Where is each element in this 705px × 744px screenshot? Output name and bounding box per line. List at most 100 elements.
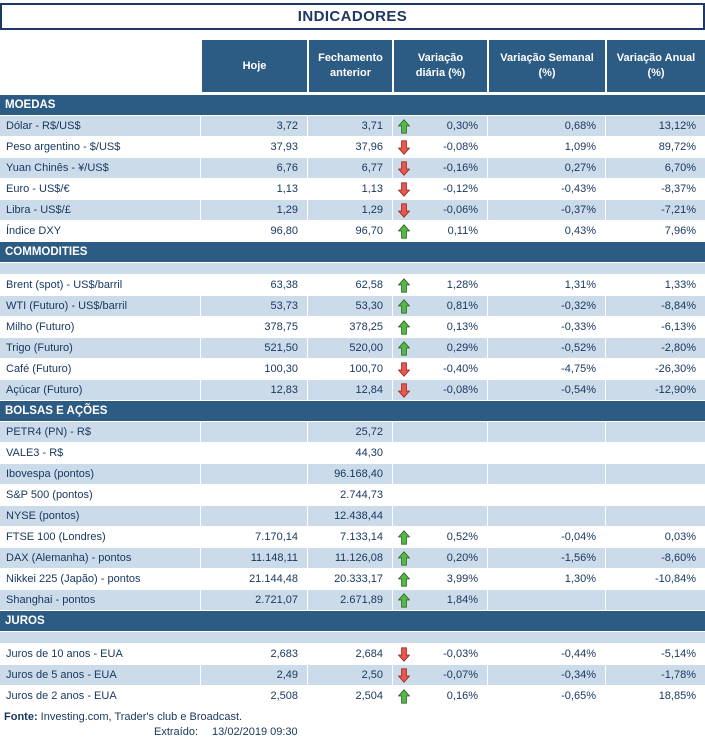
down-arrow-icon [398,646,410,662]
value-weekly-change: -0,34% [487,665,605,685]
indicator-label: FTSE 100 (Londres) [6,531,106,543]
trend-arrow [393,571,415,587]
value-previous-close: 20.333,17 [307,569,392,589]
indicator-label: VALE3 - R$ [6,447,64,459]
value-today: 37,93 [200,137,307,157]
value-today: 100,30 [200,359,307,379]
up-arrow-icon [398,688,410,704]
value-previous-close: 520,00 [307,338,392,358]
value-daily-change: 3,99% [446,573,478,585]
trend-arrow [393,277,415,293]
daily-change-cell: -0,08% [392,380,487,400]
value-daily-change: 0,13% [446,321,478,333]
down-arrow-icon [398,202,410,218]
table-row: S&P 500 (pontos) 2.744,73 [0,485,705,506]
value-daily-change: 0,30% [446,120,478,132]
report-footer: Fonte: Investing.com, Trader's club e Br… [0,707,705,744]
up-arrow-icon [398,319,410,335]
value-daily-change: -0,07% [443,669,478,681]
trend-arrow [393,688,415,704]
trend-arrow [393,550,415,566]
table-header-row: Hoje Fechamento anterior Variação diária… [0,40,705,92]
table-row: Juros de 5 anos - EUA 2,49 2,50 -0,07% -0,34… [0,665,705,686]
value-today: 2,683 [200,644,307,664]
table-row: Açúcar (Futuro) 12,83 12,84 -0,08% -0,54% -12… [0,380,705,401]
up-arrow-icon [398,277,410,293]
value-weekly-change [487,464,605,484]
up-arrow-icon [398,550,410,566]
trend-arrow [393,139,415,155]
value-previous-close: 53,30 [307,296,392,316]
value-weekly-change: -0,32% [487,296,605,316]
table-row: Peso argentino - $/US$ 37,93 37,96 -0,08% 1,… [0,137,705,158]
value-previous-close: 2,50 [307,665,392,685]
value-daily-change: 0,52% [446,531,478,543]
value-annual-change: -8,37% [605,179,705,199]
source-line: Fonte: Investing.com, Trader's club e Br… [4,711,705,723]
up-arrow-icon [398,298,410,314]
table-row: Euro - US$/€ 1,13 1,13 -0,12% -0,43% -8,37% [0,179,705,200]
daily-change-cell: 0,13% [392,317,487,337]
indicator-label: Peso argentino - $/US$ [6,141,121,153]
column-header-hoje: Hoje [200,40,307,92]
value-daily-change: 0,16% [446,690,478,702]
indicator-label: WTI (Futuro) - US$/barril [6,300,128,312]
value-weekly-change [487,443,605,463]
table-row: Shanghai - pontos 2.721,07 2.671,89 1,84% [0,590,705,611]
value-today [200,464,307,484]
value-today: 96,80 [200,221,307,241]
section-header-commodities: COMMODITIES [0,242,705,263]
down-arrow-icon [398,667,410,683]
table-row: Ibovespa (pontos) 96.168,40 [0,464,705,485]
column-header-variacao-anual: Variação Anual (%) [605,40,705,92]
table-row: Juros de 10 anos - EUA 2,683 2,684 -0,03% -0… [0,644,705,665]
trend-arrow [393,646,415,662]
table-row: PETR4 (PN) - R$ 25,72 [0,422,705,443]
value-weekly-change: -0,43% [487,179,605,199]
value-annual-change: 0,03% [605,527,705,547]
table-row: Trigo (Futuro) 521,50 520,00 0,29% -0,52% -2,… [0,338,705,359]
table-row: FTSE 100 (Londres) 7.170,14 7.133,14 0,52% -… [0,527,705,548]
value-today: 2,508 [200,686,307,706]
value-daily-change: 1,84% [446,594,478,606]
value-previous-close: 6,77 [307,158,392,178]
value-annual-change: -26,30% [605,359,705,379]
trend-arrow [393,319,415,335]
value-annual-change: 1,33% [605,275,705,295]
value-weekly-change: 0,68% [487,116,605,136]
trend-arrow [393,529,415,545]
value-previous-close: 2.671,89 [307,590,392,610]
table-row: VALE3 - R$ 44,30 [0,443,705,464]
value-today [200,506,307,526]
indicator-label: Milho (Futuro) [6,321,75,333]
value-previous-close: 1,29 [307,200,392,220]
indicator-label: Juros de 10 anos - EUA [6,648,123,660]
indicator-label: DAX (Alemanha) - pontos [6,552,132,564]
value-annual-change [605,443,705,463]
value-annual-change [605,506,705,526]
indicator-label: Juros de 5 anos - EUA [6,669,117,681]
value-annual-change: -8,84% [605,296,705,316]
trend-arrow [393,361,415,377]
indicator-label: Café (Futuro) [6,363,72,375]
source-text: Investing.com, Trader's club e Broadcast… [37,711,243,723]
up-arrow-icon [398,340,410,356]
value-annual-change: -5,14% [605,644,705,664]
up-arrow-icon [398,223,410,239]
value-annual-change: 7,96% [605,221,705,241]
up-arrow-icon [398,592,410,608]
section-gap-juros [0,632,705,644]
down-arrow-icon [398,382,410,398]
value-annual-change [605,422,705,442]
value-previous-close: 96.168,40 [307,464,392,484]
indicator-label: Juros de 2 anos - EUA [6,690,117,702]
value-daily-change: 0,20% [446,552,478,564]
value-weekly-change: 1,30% [487,569,605,589]
value-daily-change: -0,06% [443,204,478,216]
daily-change-cell: -0,40% [392,359,487,379]
indicator-label: Brent (spot) - US$/barril [6,279,123,291]
value-daily-change: 1,28% [446,279,478,291]
daily-change-cell [392,443,487,463]
indicator-label: Açúcar (Futuro) [6,384,83,396]
indicator-label: Euro - US$/€ [6,183,70,195]
